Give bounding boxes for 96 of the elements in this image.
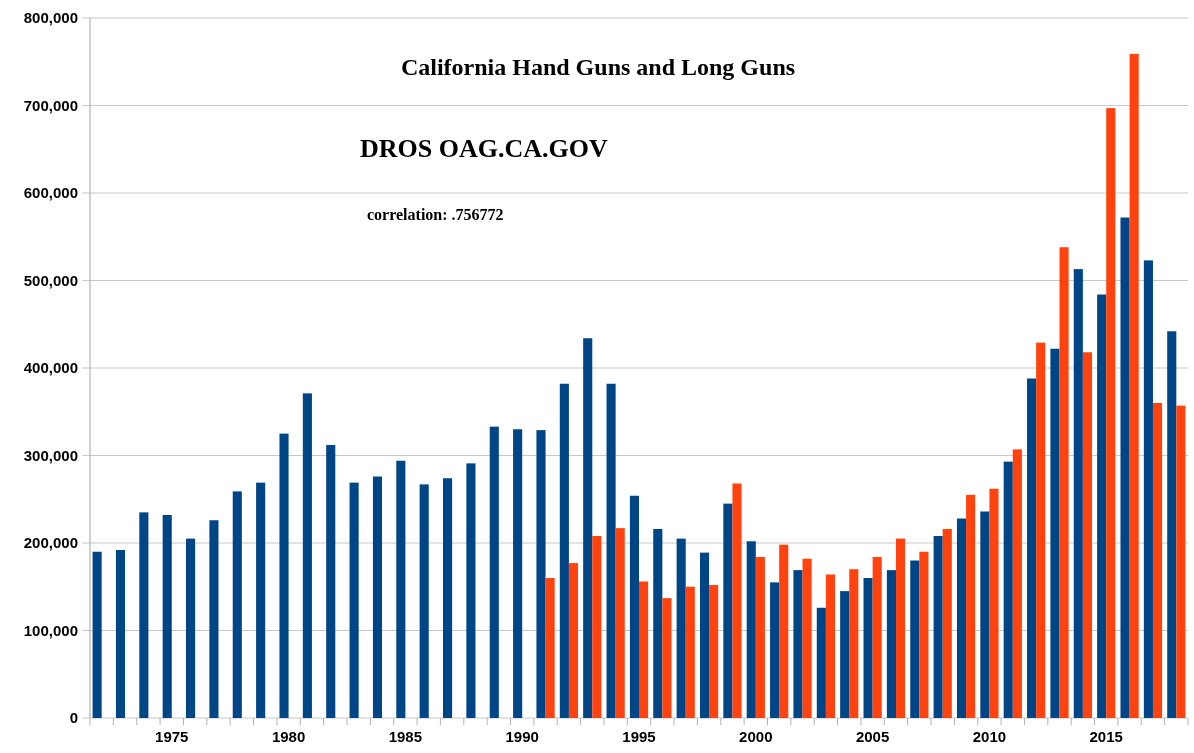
bar [209, 520, 219, 718]
bar [919, 551, 929, 718]
x-tick-label: 1975 [155, 728, 189, 745]
bar [592, 536, 602, 718]
bar [115, 550, 126, 718]
bar [1120, 217, 1130, 718]
bar [279, 433, 289, 718]
bar [863, 578, 873, 718]
bar [685, 586, 695, 718]
bar [1027, 378, 1037, 718]
x-tick-label: 2005 [855, 728, 890, 745]
bar [1082, 352, 1092, 718]
y-tick-label: 600,000 [23, 184, 78, 202]
bar [466, 463, 476, 718]
bar [639, 581, 649, 718]
bar [606, 383, 616, 718]
bar [1143, 260, 1153, 718]
y-tick-label: 100,000 [23, 621, 78, 639]
bar [1050, 348, 1060, 718]
bar [559, 383, 569, 718]
x-tick-label: 2010 [972, 728, 1007, 745]
bar [1176, 405, 1186, 718]
bar [615, 528, 625, 718]
x-tick-label: 1980 [271, 728, 306, 745]
bar [326, 445, 336, 718]
text: California Hand Guns and Long Guns [400, 54, 796, 80]
bar [980, 511, 990, 718]
bar [840, 591, 850, 718]
bar [849, 569, 859, 718]
bar [699, 552, 710, 718]
text: DROS OAG.CA.GOV [360, 134, 608, 163]
bar [732, 483, 742, 718]
bar [349, 482, 359, 718]
bar [676, 538, 686, 718]
bar [1036, 342, 1046, 718]
bar [933, 536, 943, 718]
bar [653, 529, 663, 718]
annotation: correlation: .756772 [367, 206, 504, 223]
bar [895, 538, 906, 718]
bar [956, 518, 967, 718]
y-tick-label: 400,000 [23, 359, 78, 377]
bar [1106, 108, 1116, 718]
bar [396, 460, 406, 718]
y-tick-label: 700,000 [23, 96, 78, 114]
y-tick-label: 200,000 [23, 534, 78, 552]
bar [186, 538, 196, 718]
bar [942, 529, 952, 718]
bar [966, 494, 976, 718]
y-tick-label: 800,000 [23, 9, 78, 27]
bar [513, 429, 523, 718]
bar [1012, 449, 1022, 718]
x-tick-label: 1995 [622, 728, 656, 745]
bar [583, 338, 593, 718]
bar [723, 503, 733, 718]
bar [489, 426, 499, 718]
bar [1152, 403, 1163, 718]
bar [1059, 247, 1069, 718]
bar [793, 570, 803, 718]
bar [162, 515, 172, 718]
bar [755, 557, 765, 718]
bar [872, 557, 882, 718]
bar [302, 393, 312, 718]
bar [419, 484, 429, 718]
bar [709, 585, 719, 718]
bar [568, 563, 579, 718]
bar [372, 476, 383, 718]
bar [545, 578, 555, 718]
bar [1073, 269, 1083, 718]
x-tick-label: 2015 [1089, 728, 1123, 745]
x-tick-label: 1990 [505, 728, 539, 745]
bar [232, 491, 242, 718]
bar [629, 495, 639, 718]
bar [1167, 331, 1177, 718]
bar [662, 598, 672, 718]
bar [779, 544, 789, 718]
bar [825, 574, 836, 718]
y-tick-label: 500,000 [23, 271, 78, 289]
x-tick-label: 2000 [739, 728, 773, 745]
bar [802, 558, 812, 718]
bar [886, 570, 896, 718]
y-tick-label: 0 [69, 709, 78, 727]
bar [1129, 53, 1139, 718]
bar [770, 582, 780, 718]
bar [816, 607, 826, 718]
bar [139, 512, 149, 718]
bar [92, 551, 102, 718]
y-tick-label: 300,000 [23, 446, 78, 464]
bar [989, 488, 999, 718]
bar [910, 560, 920, 718]
bar [443, 478, 453, 718]
x-tick-label: 1985 [388, 728, 423, 745]
bar [1097, 294, 1107, 718]
bar [1003, 461, 1013, 718]
bar [536, 430, 546, 718]
bar [256, 482, 266, 718]
bar [746, 541, 756, 718]
